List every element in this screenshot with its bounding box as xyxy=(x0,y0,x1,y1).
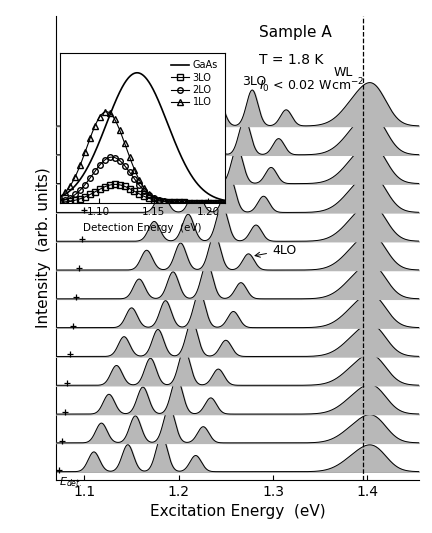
Text: WL: WL xyxy=(334,66,353,79)
2LO xyxy=(155,196,160,203)
2LO xyxy=(58,198,63,204)
1LO xyxy=(133,167,138,174)
Y-axis label: Intensity  (arb. units): Intensity (arb. units) xyxy=(35,167,51,328)
Text: 3LO: 3LO xyxy=(242,75,266,88)
3LO xyxy=(133,188,138,195)
Text: $I_0$ < 0.02 Wcm$^{-2}$: $I_0$ < 0.02 Wcm$^{-2}$ xyxy=(259,77,365,95)
2LO xyxy=(100,159,105,165)
Text: Sample A: Sample A xyxy=(259,25,332,41)
GaAs xyxy=(155,95,160,102)
1LO xyxy=(168,199,173,205)
3LO xyxy=(168,199,173,205)
2LO xyxy=(222,199,227,206)
Text: 2LO: 2LO xyxy=(195,88,219,101)
3LO xyxy=(155,198,160,204)
Text: 4LO: 4LO xyxy=(255,244,296,257)
X-axis label: Detection Energy  (eV): Detection Energy (eV) xyxy=(83,223,202,233)
1LO xyxy=(182,199,187,206)
GaAs xyxy=(132,70,137,76)
1LO xyxy=(104,109,109,115)
2LO xyxy=(168,199,173,205)
GaAs xyxy=(222,197,227,204)
GaAs xyxy=(58,193,63,200)
Text: T = 1.8 K: T = 1.8 K xyxy=(259,53,324,67)
3LO xyxy=(87,191,92,198)
X-axis label: Excitation Energy  (eV): Excitation Energy (eV) xyxy=(150,504,325,519)
Line: GaAs: GaAs xyxy=(60,73,225,200)
2LO xyxy=(87,175,92,182)
2LO xyxy=(109,154,114,160)
1LO xyxy=(155,196,160,203)
Text: 1LO: 1LO xyxy=(161,99,185,111)
Text: $E_{det.}$: $E_{det.}$ xyxy=(59,475,83,489)
1LO xyxy=(100,110,105,117)
3LO xyxy=(58,199,63,205)
Line: 3LO: 3LO xyxy=(58,182,227,205)
3LO xyxy=(100,184,105,191)
Legend: GaAs, 3LO, 2LO, 1LO: GaAs, 3LO, 2LO, 1LO xyxy=(169,58,220,109)
Line: 1LO: 1LO xyxy=(58,109,227,205)
3LO xyxy=(222,199,227,206)
GaAs xyxy=(182,160,187,166)
GaAs xyxy=(100,130,105,136)
2LO xyxy=(133,176,138,183)
1LO xyxy=(58,193,63,200)
GaAs xyxy=(135,70,140,76)
1LO xyxy=(222,199,227,206)
GaAs xyxy=(168,127,173,134)
Line: 2LO: 2LO xyxy=(58,155,227,205)
GaAs xyxy=(87,160,92,167)
2LO xyxy=(182,199,187,206)
3LO xyxy=(113,181,118,188)
3LO xyxy=(182,199,187,206)
1LO xyxy=(87,136,92,143)
